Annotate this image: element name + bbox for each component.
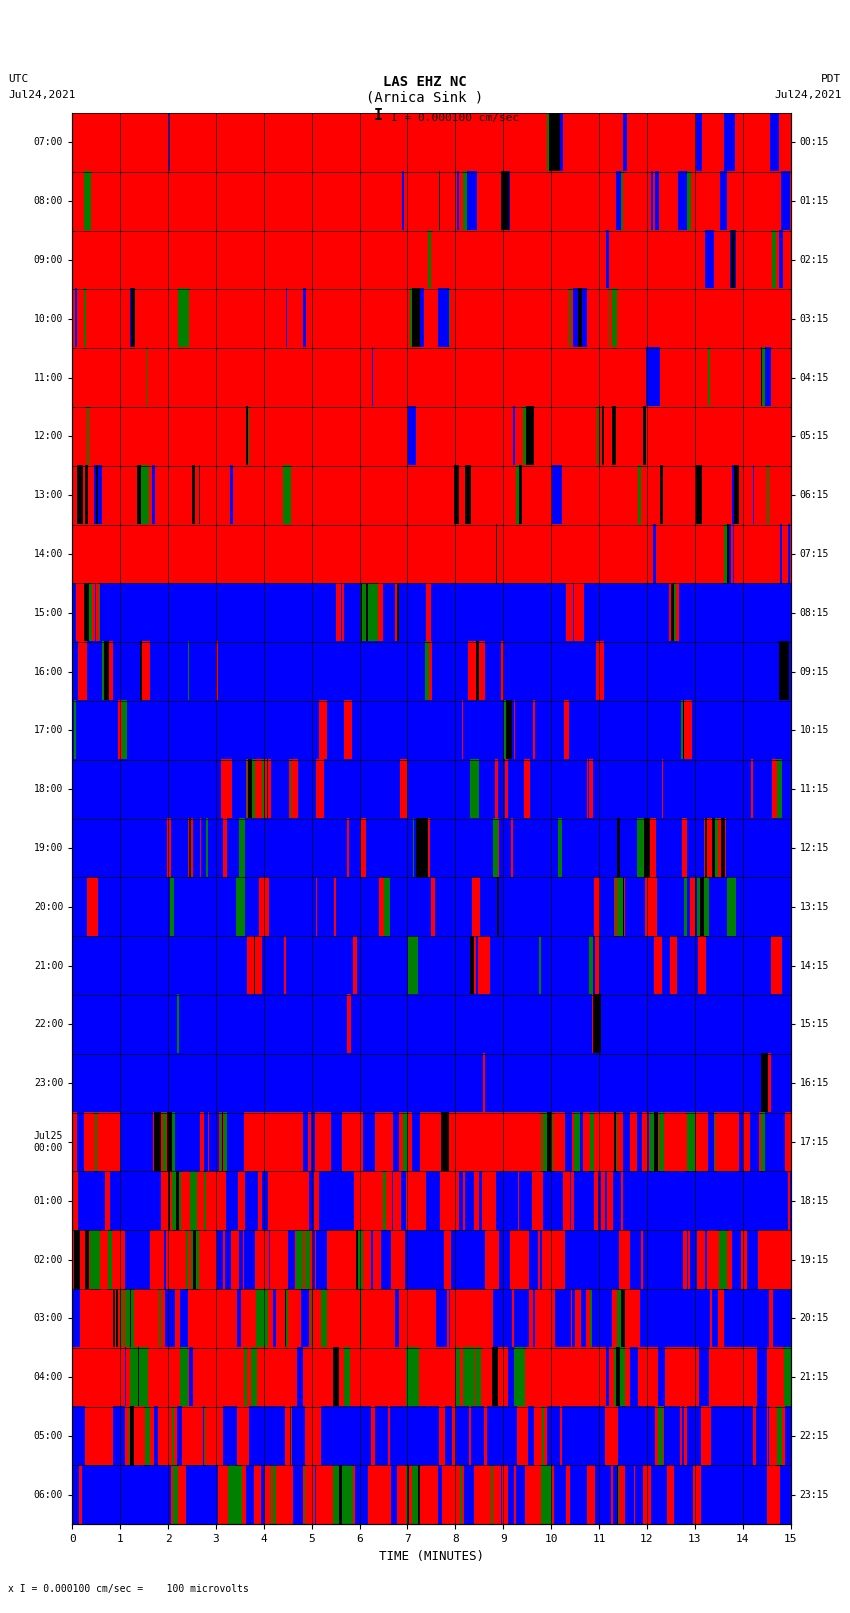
Text: x I = 0.000100 cm/sec =    100 microvolts: x I = 0.000100 cm/sec = 100 microvolts — [8, 1584, 249, 1594]
Text: LAS EHZ NC: LAS EHZ NC — [383, 74, 467, 89]
X-axis label: TIME (MINUTES): TIME (MINUTES) — [379, 1550, 484, 1563]
Text: PDT: PDT — [821, 74, 842, 84]
Text: UTC: UTC — [8, 74, 29, 84]
Text: Jul24,2021: Jul24,2021 — [774, 90, 842, 100]
Text: I = 0.000100 cm/sec: I = 0.000100 cm/sec — [391, 113, 519, 123]
Text: (Arnica Sink ): (Arnica Sink ) — [366, 90, 484, 105]
Text: Jul24,2021: Jul24,2021 — [8, 90, 76, 100]
Text: I: I — [374, 108, 382, 123]
